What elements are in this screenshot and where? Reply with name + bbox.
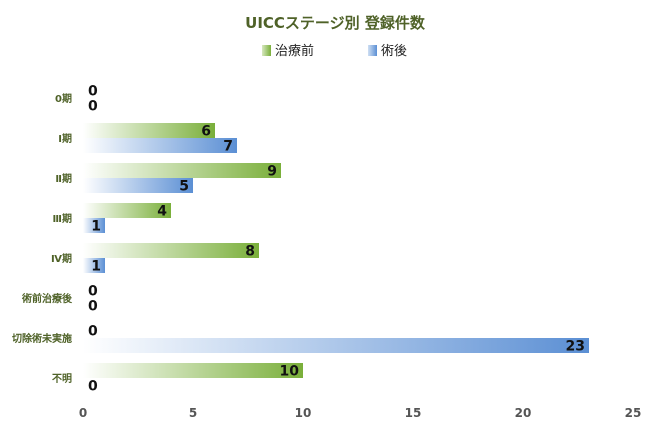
data-label-postoperative-stage-3: 1 xyxy=(91,219,101,235)
data-label-pretreatment-post-neoadjuvant: 0 xyxy=(88,284,98,300)
data-label-postoperative-unknown: 0 xyxy=(88,379,98,395)
data-label-postoperative-stage-1: 7 xyxy=(223,139,233,155)
data-label-pretreatment-stage-1: 6 xyxy=(201,124,211,140)
bar-postoperative-stage-4 xyxy=(83,258,105,273)
category-label-stage-2: Ⅱ期 xyxy=(55,172,72,185)
data-label-pretreatment-stage-0: 0 xyxy=(88,84,98,100)
legend: 治療前 術後 xyxy=(262,43,407,59)
legend-swatch-pretreatment xyxy=(262,45,271,56)
data-label-pretreatment-stage-4: 8 xyxy=(245,244,255,260)
x-tick-label-10: 10 xyxy=(295,406,312,420)
x-tick-label-5: 5 xyxy=(189,406,197,420)
bar-pretreatment-unknown xyxy=(83,363,303,378)
bar-pretreatment-stage-1 xyxy=(83,123,215,138)
bar-postoperative-stage-1 xyxy=(83,138,237,153)
category-label-stage-4: Ⅳ期 xyxy=(51,252,72,265)
category-label-stage-1: Ⅰ期 xyxy=(58,132,72,145)
data-label-postoperative-stage-2: 5 xyxy=(179,179,189,195)
x-axis-tick-labels: 0 5 10 15 20 25 xyxy=(79,406,642,420)
data-label-postoperative-post-neoadjuvant: 0 xyxy=(88,299,98,315)
data-label-postoperative-stage-0: 0 xyxy=(88,99,98,115)
x-tick-label-15: 15 xyxy=(405,406,422,420)
category-label-post-neoadjuvant: 術前治療後 xyxy=(21,292,73,305)
legend-label-pretreatment: 治療前 xyxy=(275,43,314,59)
bar-pretreatment-stage-4 xyxy=(83,243,259,258)
data-label-pretreatment-unknown: 10 xyxy=(280,364,300,380)
category-label-no-resection: 切除術未実施 xyxy=(12,332,72,345)
data-label-pretreatment-stage-3: 4 xyxy=(157,204,167,220)
bar-postoperative-stage-3 xyxy=(83,218,105,233)
bar-pretreatment-stage-3 xyxy=(83,203,171,218)
category-label-unknown: 不明 xyxy=(52,373,72,385)
x-tick-label-20: 20 xyxy=(515,406,532,420)
chart-title: UICCステージ別 登録件数 xyxy=(245,14,426,32)
data-label-pretreatment-stage-2: 9 xyxy=(267,164,277,180)
bar-postoperative-stage-2 xyxy=(83,178,193,193)
x-tick-label-0: 0 xyxy=(79,406,87,420)
category-label-stage-3: Ⅲ期 xyxy=(53,212,72,225)
bar-postoperative-no-resection xyxy=(83,338,589,353)
legend-swatch-postoperative xyxy=(368,45,377,56)
data-label-postoperative-stage-4: 1 xyxy=(91,259,101,275)
data-label-pretreatment-no-resection: 0 xyxy=(88,324,98,340)
data-label-postoperative-no-resection: 23 xyxy=(566,339,585,355)
legend-label-postoperative: 術後 xyxy=(381,44,407,59)
x-tick-label-25: 25 xyxy=(625,406,642,420)
bar-pretreatment-stage-2 xyxy=(83,163,281,178)
category-label-stage-0: 0期 xyxy=(55,92,72,105)
bar-series xyxy=(83,123,589,378)
